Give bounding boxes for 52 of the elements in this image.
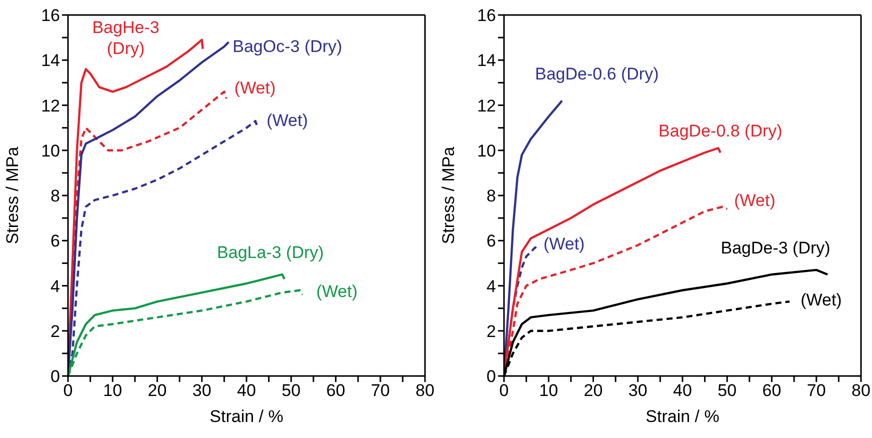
x-tick-label: 20 <box>148 381 167 400</box>
y-axis-title: Stress / MPa <box>3 146 22 244</box>
y-tick-label: 12 <box>477 96 496 116</box>
series-label: BagHe-3 (Dry) <box>92 18 160 58</box>
x-tick-label: 30 <box>628 381 648 400</box>
series-label: BagOc-3 (Dry) <box>232 38 342 57</box>
series-label: BagDe-3 (Dry) <box>720 238 830 258</box>
y-tick-label: 16 <box>41 6 60 26</box>
y-tick-label: 12 <box>41 96 60 116</box>
x-axis-title: Strain / % <box>646 407 720 426</box>
x-tick-label: 50 <box>718 381 737 400</box>
x-tick-label: 40 <box>237 381 256 400</box>
x-tick-label: 80 <box>852 381 870 400</box>
y-tick-label: 10 <box>41 141 60 160</box>
x-tick-label: 60 <box>326 381 346 400</box>
x-tick-label: 80 <box>416 381 434 400</box>
series-label: (Wet) <box>234 78 276 98</box>
y-tick-label: 14 <box>41 51 60 70</box>
y-axis-title: Stress / MPa <box>439 146 458 244</box>
y-tick-label: 6 <box>486 232 496 251</box>
series-label: (Wet) <box>316 282 358 302</box>
series-label: BagLa-3 (Dry) <box>217 243 324 262</box>
y-tick-label: 2 <box>50 322 60 341</box>
series-label: (Wet) <box>266 111 308 130</box>
series-label: (Wet) <box>800 291 842 310</box>
y-tick-label: 14 <box>477 51 496 70</box>
x-tick-label: 70 <box>370 381 390 400</box>
series-label: BagDe-0.6 (Dry) <box>535 65 659 84</box>
x-tick-label: 30 <box>192 381 212 400</box>
series-label: (Wet) <box>543 235 585 254</box>
x-axis-title: Strain / % <box>210 407 284 426</box>
y-tick-label: 0 <box>50 367 60 386</box>
x-tick-label: 60 <box>762 381 782 400</box>
y-tick-label: 8 <box>486 186 496 206</box>
x-tick-label: 10 <box>539 381 558 400</box>
x-tick-label: 20 <box>584 381 603 400</box>
y-tick-label: 4 <box>486 276 496 296</box>
y-tick-label: 8 <box>50 186 60 206</box>
y-tick-label: 0 <box>486 367 496 386</box>
x-tick-label: 0 <box>63 381 73 400</box>
y-tick-label: 10 <box>477 141 496 160</box>
series-label: (Wet) <box>734 192 776 211</box>
y-tick-label: 2 <box>486 322 496 341</box>
y-tick-label: 4 <box>50 276 60 296</box>
x-tick-label: 10 <box>103 381 122 400</box>
y-tick-label: 6 <box>50 232 60 251</box>
x-tick-label: 70 <box>806 381 826 400</box>
x-tick-label: 40 <box>673 381 692 400</box>
series-label: BagDe-0.8 (Dry) <box>658 122 782 142</box>
x-tick-label: 0 <box>499 381 509 400</box>
x-tick-label: 50 <box>282 381 301 400</box>
y-tick-label: 16 <box>477 6 496 26</box>
